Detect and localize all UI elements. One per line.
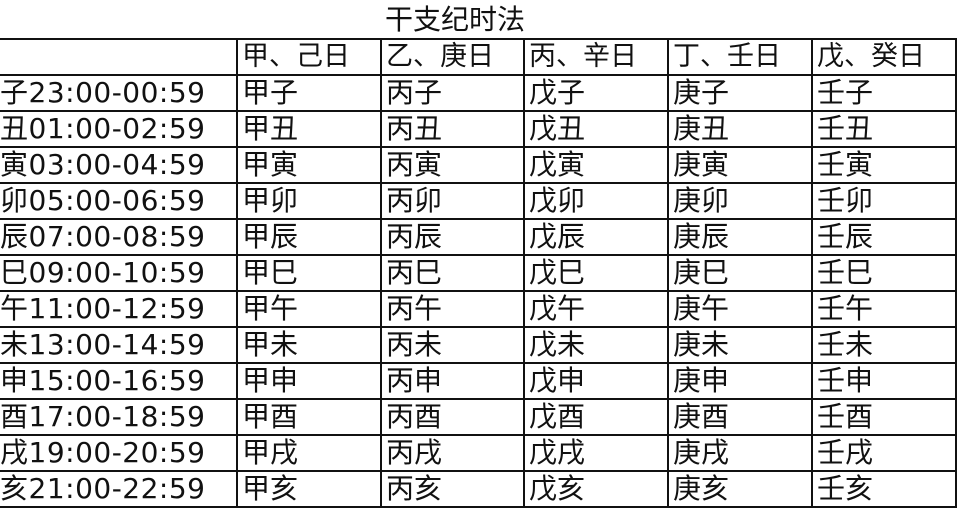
ganzhi-cell: 丙卯 <box>380 182 525 220</box>
ganzhi-cell: 戊辰 <box>523 218 669 256</box>
ganzhi-cell: 丙戌 <box>380 434 525 472</box>
ganzhi-time-table: 甲、己日 乙、庚日 丙、辛日 丁、壬日 戊、癸日 子23:00-00:59 甲子 丙子 戊子 庚子… <box>0 38 957 508</box>
hour-cell: 午11:00-12:59 <box>0 290 238 328</box>
ganzhi-cell: 丙午 <box>380 290 525 328</box>
ganzhi-cell: 甲子 <box>236 74 382 112</box>
ganzhi-cell: 丙巳 <box>380 254 525 292</box>
column-header <box>0 38 238 76</box>
hour-cell: 未13:00-14:59 <box>0 326 238 364</box>
ganzhi-cell: 庚午 <box>667 290 813 328</box>
ganzhi-cell: 庚巳 <box>667 254 813 292</box>
ganzhi-cell: 甲巳 <box>236 254 382 292</box>
ganzhi-cell: 丙亥 <box>380 470 525 508</box>
ganzhi-cell: 丙辰 <box>380 218 525 256</box>
ganzhi-cell: 甲寅 <box>236 146 382 184</box>
column-header: 甲、己日 <box>236 38 382 76</box>
ganzhi-cell: 甲酉 <box>236 398 382 436</box>
table-row: 巳09:00-10:59 甲巳 丙巳 戊巳 庚巳 壬巳 <box>0 254 957 292</box>
table-row: 辰07:00-08:59 甲辰 丙辰 戊辰 庚辰 壬辰 <box>0 218 957 256</box>
ganzhi-cell: 戊未 <box>523 326 669 364</box>
ganzhi-cell: 甲午 <box>236 290 382 328</box>
ganzhi-cell: 庚未 <box>667 326 813 364</box>
ganzhi-cell: 壬辰 <box>811 218 957 256</box>
hour-cell: 丑01:00-02:59 <box>0 110 238 148</box>
ganzhi-cell: 戊巳 <box>523 254 669 292</box>
ganzhi-cell: 壬巳 <box>811 254 957 292</box>
ganzhi-cell: 丙酉 <box>380 398 525 436</box>
ganzhi-cell: 戊丑 <box>523 110 669 148</box>
ganzhi-cell: 丙申 <box>380 362 525 400</box>
table-row: 子23:00-00:59 甲子 丙子 戊子 庚子 壬子 <box>0 74 957 112</box>
hour-cell: 子23:00-00:59 <box>0 74 238 112</box>
ganzhi-cell: 庚亥 <box>667 470 813 508</box>
ganzhi-cell: 甲申 <box>236 362 382 400</box>
ganzhi-cell: 庚酉 <box>667 398 813 436</box>
ganzhi-cell: 壬申 <box>811 362 957 400</box>
ganzhi-cell: 戊卯 <box>523 182 669 220</box>
ganzhi-cell: 庚丑 <box>667 110 813 148</box>
ganzhi-cell: 甲亥 <box>236 470 382 508</box>
ganzhi-cell: 壬亥 <box>811 470 957 508</box>
ganzhi-cell: 戊子 <box>523 74 669 112</box>
header-row: 甲、己日 乙、庚日 丙、辛日 丁、壬日 戊、癸日 <box>0 38 957 76</box>
ganzhi-cell: 壬子 <box>811 74 957 112</box>
ganzhi-cell: 甲卯 <box>236 182 382 220</box>
table-row: 亥21:00-22:59 甲亥 丙亥 戊亥 庚亥 壬亥 <box>0 470 957 508</box>
ganzhi-cell: 庚卯 <box>667 182 813 220</box>
table-row: 酉17:00-18:59 甲酉 丙酉 戊酉 庚酉 壬酉 <box>0 398 957 436</box>
column-header: 丙、辛日 <box>523 38 669 76</box>
table-title: 干支纪时法 <box>384 3 525 36</box>
table-row: 寅03:00-04:59 甲寅 丙寅 戊寅 庚寅 壬寅 <box>0 146 957 184</box>
ganzhi-cell: 庚子 <box>667 74 813 112</box>
ganzhi-cell: 庚申 <box>667 362 813 400</box>
ganzhi-cell: 甲辰 <box>236 218 382 256</box>
column-header: 戊、癸日 <box>811 38 957 76</box>
ganzhi-cell: 庚辰 <box>667 218 813 256</box>
ganzhi-cell: 丙子 <box>380 74 525 112</box>
ganzhi-cell: 壬卯 <box>811 182 957 220</box>
column-header: 乙、庚日 <box>380 38 525 76</box>
ganzhi-cell: 丙丑 <box>380 110 525 148</box>
ganzhi-cell: 壬戌 <box>811 434 957 472</box>
ganzhi-cell: 庚寅 <box>667 146 813 184</box>
ganzhi-cell: 甲未 <box>236 326 382 364</box>
hour-cell: 巳09:00-10:59 <box>0 254 238 292</box>
table-row: 丑01:00-02:59 甲丑 丙丑 戊丑 庚丑 壬丑 <box>0 110 957 148</box>
ganzhi-cell: 壬未 <box>811 326 957 364</box>
hour-cell: 亥21:00-22:59 <box>0 470 238 508</box>
ganzhi-cell: 戊申 <box>523 362 669 400</box>
ganzhi-cell: 戊亥 <box>523 470 669 508</box>
ganzhi-cell: 甲戌 <box>236 434 382 472</box>
ganzhi-cell: 壬寅 <box>811 146 957 184</box>
ganzhi-cell: 丙未 <box>380 326 525 364</box>
hour-cell: 酉17:00-18:59 <box>0 398 238 436</box>
ganzhi-cell: 戊寅 <box>523 146 669 184</box>
hour-cell: 辰07:00-08:59 <box>0 218 238 256</box>
ganzhi-cell: 壬酉 <box>811 398 957 436</box>
ganzhi-cell: 甲丑 <box>236 110 382 148</box>
hour-cell: 卯05:00-06:59 <box>0 182 238 220</box>
ganzhi-cell: 戊戌 <box>523 434 669 472</box>
table-row: 午11:00-12:59 甲午 丙午 戊午 庚午 壬午 <box>0 290 957 328</box>
column-header: 丁、壬日 <box>667 38 813 76</box>
table-row: 未13:00-14:59 甲未 丙未 戊未 庚未 壬未 <box>0 326 957 364</box>
ganzhi-cell: 庚戌 <box>667 434 813 472</box>
ganzhi-cell: 壬午 <box>811 290 957 328</box>
ganzhi-cell: 戊午 <box>523 290 669 328</box>
hour-cell: 戌19:00-20:59 <box>0 434 238 472</box>
table-row: 戌19:00-20:59 甲戌 丙戌 戊戌 庚戌 壬戌 <box>0 434 957 472</box>
hour-cell: 申15:00-16:59 <box>0 362 238 400</box>
table-row: 申15:00-16:59 甲申 丙申 戊申 庚申 壬申 <box>0 362 957 400</box>
ganzhi-cell: 丙寅 <box>380 146 525 184</box>
table-row: 卯05:00-06:59 甲卯 丙卯 戊卯 庚卯 壬卯 <box>0 182 957 220</box>
ganzhi-cell: 壬丑 <box>811 110 957 148</box>
hour-cell: 寅03:00-04:59 <box>0 146 238 184</box>
ganzhi-cell: 戊酉 <box>523 398 669 436</box>
